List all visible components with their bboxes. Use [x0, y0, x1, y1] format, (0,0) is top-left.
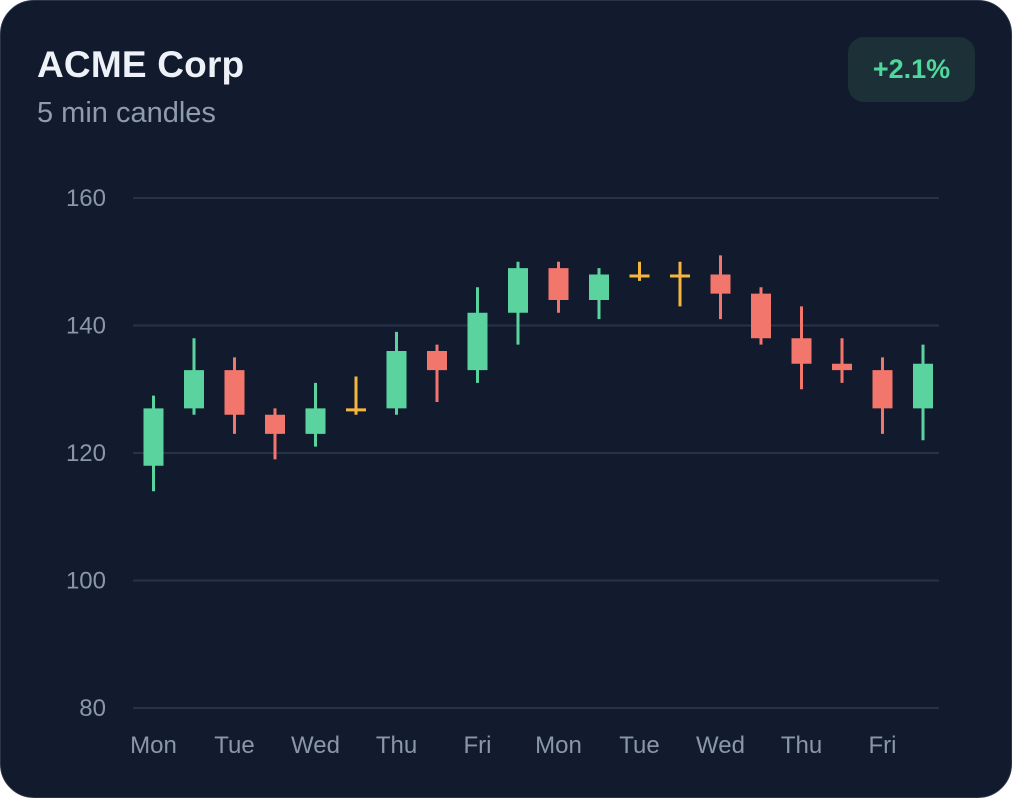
x-tick-label: Fri	[869, 732, 897, 759]
candle	[670, 261, 690, 307]
candle	[467, 287, 488, 383]
candle-body	[143, 408, 164, 466]
x-tick-label: Tue	[619, 732, 659, 759]
y-tick-label: 140	[66, 313, 106, 340]
x-tick-label: Wed	[291, 732, 340, 759]
candle	[508, 261, 528, 345]
candle	[710, 255, 731, 320]
x-tick-label: Mon	[130, 732, 177, 759]
x-tick-label: Fri	[464, 732, 492, 759]
x-tick-label: Tue	[214, 732, 254, 759]
change-badge: +2.1%	[848, 37, 975, 102]
grid-layer: 160 140 120 100 80	[66, 185, 939, 722]
candle-wick	[354, 376, 358, 415]
candle	[548, 261, 569, 313]
candle-body	[467, 312, 488, 371]
candle-body	[346, 408, 366, 412]
candle	[427, 344, 447, 402]
candle	[913, 344, 933, 441]
x-tick-label: Thu	[376, 732, 417, 759]
candle-body	[670, 274, 690, 278]
chart-subtitle: 5 min candles	[37, 97, 216, 129]
candle-wick	[435, 344, 439, 402]
candle	[386, 331, 407, 415]
candle-body	[872, 370, 893, 409]
candle	[224, 357, 245, 434]
y-tick-label: 100	[66, 568, 106, 595]
y-tick-label: 120	[66, 440, 106, 467]
x-tick-label: Wed	[696, 732, 745, 759]
candle	[751, 287, 771, 345]
candle	[305, 382, 326, 447]
candle-body	[548, 268, 569, 300]
candle	[143, 395, 164, 492]
candle	[791, 306, 812, 390]
candle-wick	[840, 338, 844, 383]
candle-body	[265, 414, 285, 434]
candle-body	[791, 338, 812, 364]
candle	[832, 338, 852, 383]
candle-wick	[638, 261, 641, 281]
candle-body	[305, 408, 326, 434]
candle	[184, 338, 204, 415]
candle	[265, 408, 285, 460]
candle	[346, 376, 366, 415]
candle-body	[832, 363, 852, 371]
candle-body	[913, 363, 933, 409]
candle-body	[710, 274, 731, 294]
candle-body	[224, 370, 245, 415]
x-tick-label: Thu	[781, 732, 822, 759]
x-tick-label: Mon	[535, 732, 582, 759]
candle-body	[751, 293, 771, 339]
chart-title: ACME Corp	[37, 44, 245, 85]
candle-layer	[143, 255, 933, 492]
candle-body	[508, 268, 528, 313]
y-tick-label: 160	[66, 185, 106, 212]
x-axis-labels: Mon Tue Wed Thu Fri Mon Tue Wed Thu Fri	[130, 732, 896, 759]
candle-body	[386, 351, 407, 409]
candle-body	[589, 274, 609, 300]
candle	[589, 268, 609, 320]
candle-wick	[678, 261, 682, 307]
candle-body	[629, 274, 650, 278]
candle	[872, 357, 893, 434]
candle	[629, 261, 650, 281]
candle-body	[184, 370, 204, 409]
candle-body	[427, 351, 447, 371]
y-tick-label: 80	[79, 695, 106, 722]
